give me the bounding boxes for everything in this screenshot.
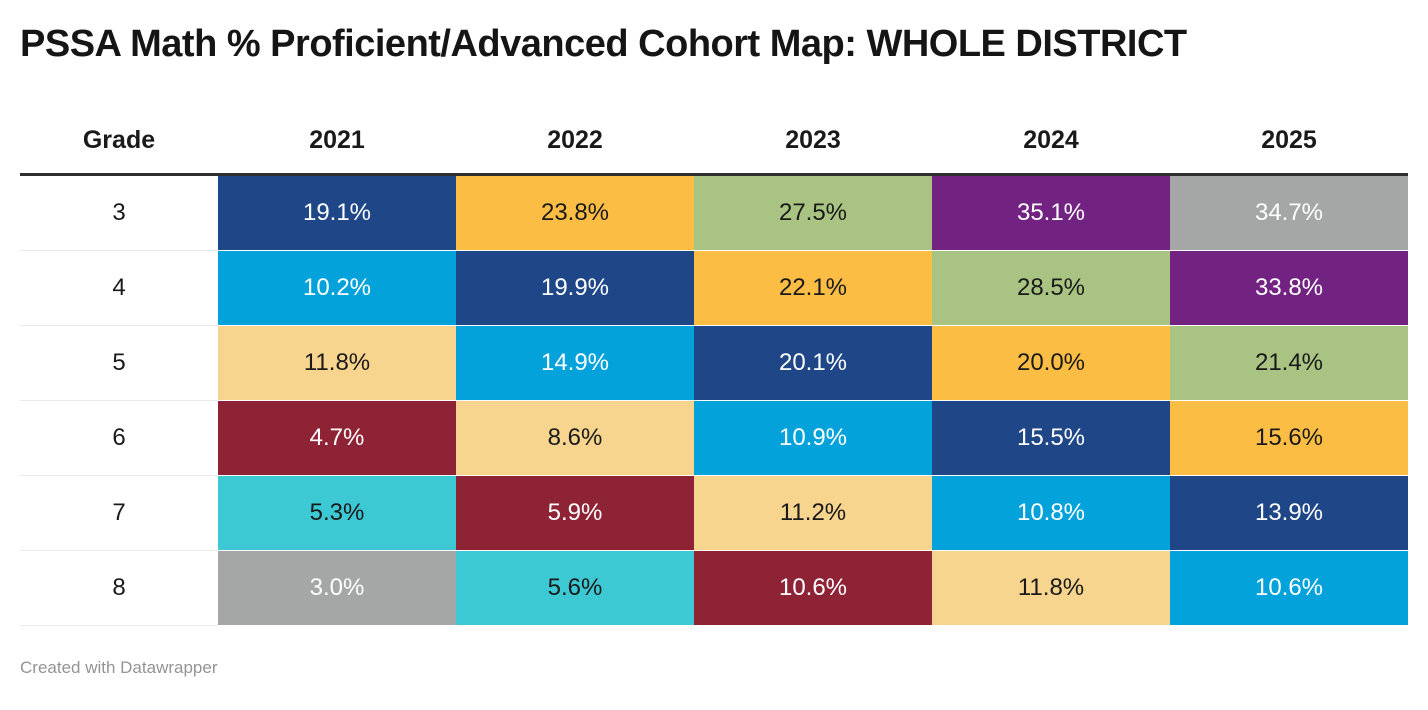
cell-value: 33.8% (1254, 273, 1324, 301)
heatmap-cell: 5.9% (456, 475, 694, 551)
grade-label: 6 (20, 400, 218, 476)
cell-value: 35.1% (1016, 198, 1086, 226)
cell-value: 10.6% (778, 573, 848, 601)
heatmap-cell: 14.9% (456, 325, 694, 401)
cell-value: 3.0% (309, 573, 365, 601)
heatmap-cell: 10.2% (218, 250, 456, 326)
datawrapper-attribution-link[interactable]: Created with Datawrapper (20, 657, 218, 677)
heatmap-cell: 3.0% (218, 550, 456, 626)
cell-value: 15.5% (1016, 423, 1086, 451)
cell-value: 19.9% (540, 273, 610, 301)
heatmap-cell: 20.1% (694, 325, 932, 401)
grade-label: 4 (20, 250, 218, 326)
cell-value: 8.6% (547, 423, 603, 451)
heatmap-cell: 19.9% (456, 250, 694, 326)
cell-value: 20.0% (1016, 348, 1086, 376)
heatmap-cell: 5.3% (218, 475, 456, 551)
cell-value: 15.6% (1254, 423, 1324, 451)
heatmap-cell: 27.5% (694, 175, 932, 251)
cell-value: 22.1% (778, 273, 848, 301)
column-header-year-2024: 2024 (932, 107, 1170, 176)
cell-value: 28.5% (1016, 273, 1086, 301)
cell-value: 10.9% (778, 423, 848, 451)
chart-title: PSSA Math % Proficient/Advanced Cohort M… (20, 23, 1187, 65)
heatmap-cell: 11.8% (932, 550, 1170, 626)
cell-value: 14.9% (540, 348, 610, 376)
heatmap-cell: 13.9% (1170, 475, 1408, 551)
heatmap-cell: 28.5% (932, 250, 1170, 326)
cell-value: 5.9% (547, 498, 603, 526)
column-header-year-2025: 2025 (1170, 107, 1408, 176)
column-header-grade: Grade (20, 107, 218, 176)
grade-label: 5 (20, 325, 218, 401)
cell-value: 10.6% (1254, 573, 1324, 601)
heatmap-cell: 35.1% (932, 175, 1170, 251)
heatmap-cell: 22.1% (694, 250, 932, 326)
cell-value: 13.9% (1254, 498, 1324, 526)
heatmap-cell: 8.6% (456, 400, 694, 476)
heatmap-cell: 23.8% (456, 175, 694, 251)
heatmap-cell: 15.5% (932, 400, 1170, 476)
grade-label: 8 (20, 550, 218, 626)
cohort-heatmap-table: Grade 2021 2022 2023 2024 2025 3 19.1% 2… (20, 107, 1408, 626)
heatmap-cell: 33.8% (1170, 250, 1408, 326)
grade-label: 3 (20, 175, 218, 251)
cell-value: 21.4% (1254, 348, 1324, 376)
heatmap-cell: 34.7% (1170, 175, 1408, 251)
heatmap-cell: 5.6% (456, 550, 694, 626)
heatmap-cell: 4.7% (218, 400, 456, 476)
cell-value: 5.6% (547, 573, 603, 601)
cell-value: 20.1% (778, 348, 848, 376)
cell-value: 11.8% (303, 348, 371, 376)
heatmap-cell: 11.2% (694, 475, 932, 551)
cell-value: 23.8% (540, 198, 610, 226)
heatmap-cell: 20.0% (932, 325, 1170, 401)
column-header-year-2022: 2022 (456, 107, 694, 176)
heatmap-cell: 15.6% (1170, 400, 1408, 476)
cell-value: 34.7% (1254, 198, 1324, 226)
heatmap-cell: 10.6% (694, 550, 932, 626)
cell-value: 11.2% (779, 498, 847, 526)
cell-value: 11.8% (1017, 573, 1085, 601)
cell-value: 19.1% (302, 198, 372, 226)
heatmap-cell: 10.6% (1170, 550, 1408, 626)
heatmap-cell: 19.1% (218, 175, 456, 251)
heatmap-cell: 11.8% (218, 325, 456, 401)
column-header-year-2021: 2021 (218, 107, 456, 176)
cell-value: 5.3% (309, 498, 365, 526)
cell-value: 10.8% (1016, 498, 1086, 526)
column-header-year-2023: 2023 (694, 107, 932, 176)
heatmap-cell: 10.8% (932, 475, 1170, 551)
heatmap-cell: 21.4% (1170, 325, 1408, 401)
heatmap-cell: 10.9% (694, 400, 932, 476)
grade-label: 7 (20, 475, 218, 551)
cell-value: 10.2% (302, 273, 372, 301)
cell-value: 27.5% (778, 198, 848, 226)
cell-value: 4.7% (309, 423, 365, 451)
